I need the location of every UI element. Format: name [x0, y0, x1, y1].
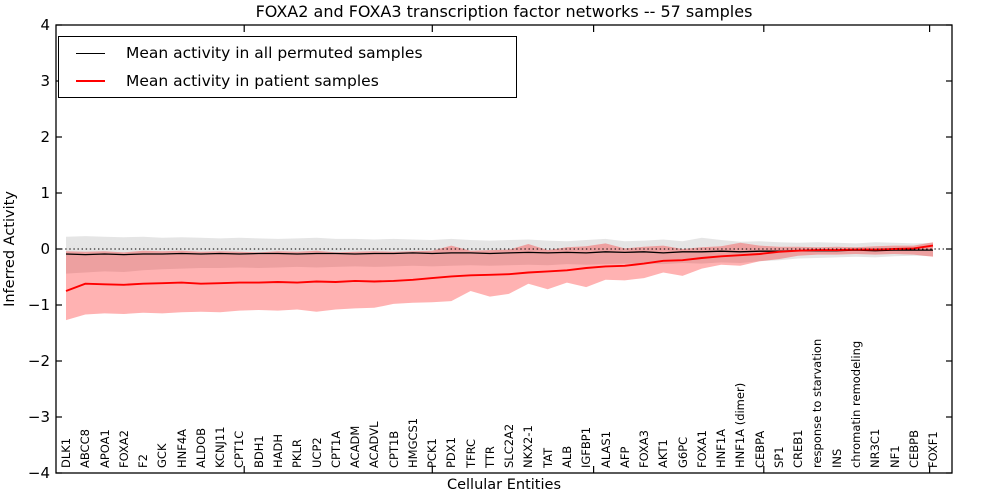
x-tick-label: PDX1: [444, 437, 459, 468]
x-tick-label: SLC2A2: [502, 423, 517, 468]
x-tick-label: PKLR: [290, 439, 305, 468]
x-tick-label: ABCC8: [78, 429, 93, 468]
x-tick-label: KCNJ11: [213, 426, 228, 468]
y-tick-label: −2: [27, 352, 50, 370]
x-tick-label: CREB1: [791, 429, 806, 469]
x-tick-label: ACADVL: [367, 421, 382, 469]
permuted-confidence-band: [66, 236, 933, 274]
legend-item-patient: Mean activity in patient samples: [59, 67, 516, 95]
legend: Mean activity in all permuted samples Me…: [58, 36, 517, 98]
x-tick-label: AFP: [617, 446, 632, 468]
x-tick-label: FOXF1: [926, 431, 940, 468]
x-tick-label: G6PC: [675, 436, 690, 468]
patient-confidence-band: [66, 242, 933, 321]
x-tick-label: FOXA1: [694, 430, 709, 468]
x-tick-label: ACADM: [348, 425, 362, 468]
x-tick-label: CEBPA: [752, 430, 767, 468]
x-tick-label: FOXA3: [637, 430, 651, 468]
x-tick-label: FOXA2: [116, 430, 131, 468]
x-tick-label: ALB: [559, 445, 574, 468]
x-tick-label: TTR: [482, 446, 497, 468]
y-tick-label: 3: [40, 72, 50, 90]
x-tick-label: SP1: [771, 446, 786, 468]
x-tick-label: AKT1: [656, 439, 671, 468]
x-tick-label: IGFBP1: [579, 426, 594, 468]
x-tick-label: CPT1C: [232, 430, 247, 468]
y-tick-label: −3: [27, 408, 50, 426]
x-tick-label: F2: [136, 454, 151, 468]
y-tick-label: −4: [27, 464, 50, 482]
y-tick-label: 2: [40, 128, 50, 146]
x-tick-label: HNF1A: [714, 428, 729, 468]
x-tick-label: chromatin remodeling: [848, 340, 863, 468]
x-tick-label: NF1: [887, 445, 902, 468]
legend-line-sample-red-icon: [76, 80, 105, 82]
x-tick-label: NR3C1: [868, 428, 883, 468]
x-tick-label: CPT1A: [328, 430, 343, 468]
x-tick-label: PCK1: [425, 438, 440, 468]
x-tick-label: ALDOB: [193, 427, 208, 468]
patient-mean-line: [65, 244, 934, 292]
x-tick-label: HMGCS1: [405, 417, 420, 468]
x-tick-label: CEBPB: [906, 429, 921, 468]
x-axis-label: Cellular Entities: [446, 477, 562, 493]
legend-label-patient: Mean activity in patient samples: [126, 72, 379, 90]
legend-label-permuted: Mean activity in all permuted samples: [126, 44, 423, 62]
x-tick-label: HNF4A: [174, 428, 189, 468]
legend-item-permuted: Mean activity in all permuted samples: [59, 39, 516, 67]
y-tick-label: 1: [40, 184, 50, 202]
x-tick-label: CPT1B: [386, 430, 401, 468]
y-tick-label: 0: [40, 240, 50, 258]
x-tick-label: TAT: [540, 447, 555, 468]
x-tick-label: APOA1: [97, 429, 112, 468]
x-tick-label: HNF1A (dimer): [733, 382, 748, 468]
chart-title: FOXA2 and FOXA3 transcription factor net…: [255, 2, 753, 21]
legend-line-sample-black-icon: [76, 52, 105, 54]
x-tick-label: NKX2-1: [521, 425, 536, 468]
x-tick-label: ALAS1: [598, 430, 613, 468]
x-tick-label: BDH1: [251, 435, 266, 468]
y-tick-label: 4: [40, 16, 50, 34]
x-tick-label: TFRC: [463, 438, 478, 468]
x-tick-label: INS: [829, 448, 844, 468]
x-tick-label: HADH: [270, 433, 285, 468]
x-tick-label: response to starvation: [810, 338, 825, 468]
x-tick-label: DLK1: [59, 437, 73, 468]
y-tick-label: −1: [27, 296, 50, 314]
x-tick-label: GCK: [155, 443, 170, 468]
x-tick-label: UCP2: [309, 437, 324, 468]
